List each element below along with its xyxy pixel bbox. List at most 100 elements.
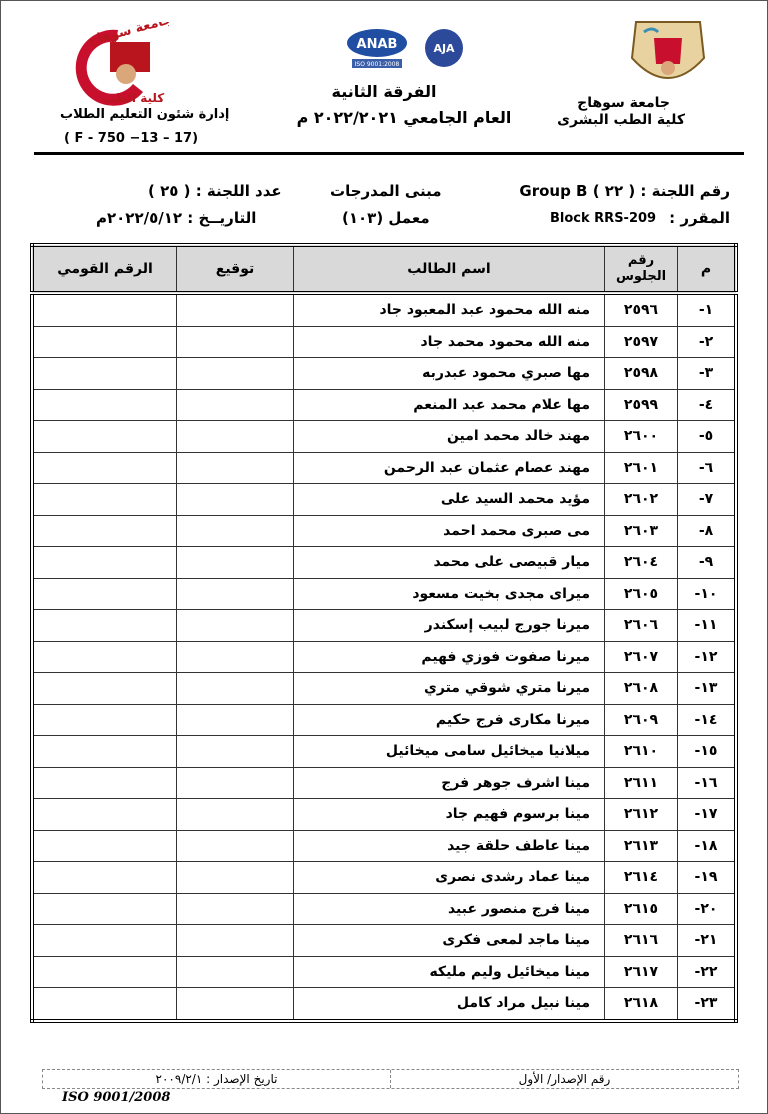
svg-text:كلية الطب: كلية الطب	[103, 91, 164, 105]
table-row: ١- ٢٥٩٦ منه الله محمود عبد المعبود جاد	[31, 292, 737, 327]
table-row: ٢- ٢٥٩٧ منه الله محمود محمد جاد	[31, 325, 737, 358]
row-index: ١٢-	[677, 640, 737, 673]
row-index: ٣-	[677, 357, 737, 390]
student-name: ميراى مجدى بخيت مسعود	[293, 577, 605, 610]
table-row: ٧- ٢٦٠٢ مؤيد محمد السيد على	[31, 483, 737, 516]
student-name: ميار قبيصى على محمد	[293, 546, 605, 579]
signature-cell	[176, 577, 294, 610]
committee-number: رقم اللجنة : ( ٢٢ ) Group B	[519, 182, 730, 200]
col-student-name: اسم الطالب	[293, 244, 605, 295]
national-id-cell	[31, 357, 177, 390]
seat-number: ٢٦٠٦	[604, 609, 678, 642]
table-row: ٢٢- ٢٦١٧ مينا ميخائيل وليم مليكه	[31, 955, 737, 988]
national-id-cell	[31, 420, 177, 453]
seat-number: ٢٦١٧	[604, 955, 678, 988]
seat-number: ٢٥٩٩	[604, 388, 678, 421]
student-name: ميرنا متري شوقي متري	[293, 672, 605, 705]
svg-text:ANAB: ANAB	[357, 37, 398, 52]
student-name: مها علام محمد عبد المنعم	[293, 388, 605, 421]
table-row: ١٥- ٢٦١٠ ميلانيا ميخائيل سامى ميخائيل	[31, 735, 737, 768]
signature-cell	[176, 892, 294, 925]
national-id-cell	[31, 924, 177, 957]
student-name: مينا عاطف حلقة جيد	[293, 829, 605, 862]
students-table: م رقم الجلوس اسم الطالب توقيع الرقم القو…	[30, 243, 738, 1023]
student-name: ميرنا صفوت فوزي فهيم	[293, 640, 605, 673]
iso-label: ISO 9001/2008	[62, 1090, 171, 1105]
table-row: ١١- ٢٦٠٦ ميرنا جورج لبيب إسكندر	[31, 609, 737, 642]
row-index: ٢٢-	[677, 955, 737, 988]
signature-cell	[176, 861, 294, 894]
table-row: ٣- ٢٥٩٨ مها صبري محمود عبدربه	[31, 357, 737, 390]
student-name: مينا اشرف جوهر فرج	[293, 766, 605, 799]
table-row: ٢٣- ٢٦١٨ مينا نبيل مراد كامل	[31, 987, 737, 1021]
row-index: ١-	[677, 292, 737, 327]
student-name: مينا ماجد لمعى فكرى	[293, 924, 605, 957]
student-name: مينا فرج منصور عبيد	[293, 892, 605, 925]
national-id-cell	[31, 861, 177, 894]
table-row: ١٨- ٢٦١٣ مينا عاطف حلقة جيد	[31, 829, 737, 862]
row-index: ٨-	[677, 514, 737, 547]
signature-cell	[176, 735, 294, 768]
student-name: ميرنا جورج لبيب إسكندر	[293, 609, 605, 642]
national-id-cell	[31, 735, 177, 768]
signature-cell	[176, 640, 294, 673]
student-name: مهند عصام عثمان عبد الرحمن	[293, 451, 605, 484]
university-name: جامعة سوهاج	[577, 95, 670, 111]
seat-number: ٢٦٠٨	[604, 672, 678, 705]
national-id-cell	[31, 955, 177, 988]
faculty-name: كلية الطب البشرى	[557, 112, 685, 128]
national-id-cell	[31, 483, 177, 516]
seat-number: ٢٥٩٦	[604, 292, 678, 327]
national-id-cell	[31, 451, 177, 484]
row-index: ٢٠-	[677, 892, 737, 925]
national-id-cell	[31, 292, 177, 327]
row-index: ٩-	[677, 546, 737, 579]
table-row: ١٠- ٢٦٠٥ ميراى مجدى بخيت مسعود	[31, 577, 737, 610]
seat-number: ٢٦٠٧	[604, 640, 678, 673]
national-id-cell	[31, 514, 177, 547]
issue-date: تاريخ الإصدار : ٢٠٠٩/٢/١	[43, 1070, 391, 1088]
course-code: Block RRS-209	[550, 211, 657, 226]
sohag-university-logo	[626, 18, 710, 90]
seat-number: ٢٦١٠	[604, 735, 678, 768]
level-title: الفرقة الثانية	[331, 82, 437, 101]
course-label: المقرر :	[669, 209, 730, 227]
seat-number: ٢٦٠٠	[604, 420, 678, 453]
header-divider	[34, 152, 744, 155]
signature-cell	[176, 672, 294, 705]
student-name: مؤيد محمد السيد على	[293, 483, 605, 516]
signature-cell	[176, 766, 294, 799]
signature-cell	[176, 325, 294, 358]
student-name: مينا برسوم فهيم جاد	[293, 798, 605, 831]
seat-number: ٢٦١٢	[604, 798, 678, 831]
signature-cell	[176, 357, 294, 390]
seat-number: ٢٦١٥	[604, 892, 678, 925]
col-signature: توقيع	[176, 244, 294, 295]
seat-number: ٢٦٠١	[604, 451, 678, 484]
signature-cell	[176, 955, 294, 988]
accreditation-logos: ANAB ISO 9001:2008 AJA	[347, 28, 477, 74]
table-row: ٩- ٢٦٠٤ ميار قبيصى على محمد	[31, 546, 737, 579]
signature-cell	[176, 546, 294, 579]
row-index: ٧-	[677, 483, 737, 516]
table-row: ١٦- ٢٦١١ مينا اشرف جوهر فرج	[31, 766, 737, 799]
row-index: ٢١-	[677, 924, 737, 957]
seat-number: ٢٥٩٧	[604, 325, 678, 358]
building: مبنى المدرجات	[330, 182, 442, 200]
national-id-cell	[31, 703, 177, 736]
student-name: منه الله محمود محمد جاد	[293, 325, 605, 358]
seat-number: ٢٦١٤	[604, 861, 678, 894]
col-national-id: الرقم القومي	[31, 244, 177, 295]
student-name: منه الله محمود عبد المعبود جاد	[293, 292, 605, 327]
signature-cell	[176, 483, 294, 516]
seat-number: ٢٦١٨	[604, 987, 678, 1021]
seat-number: ٢٦٠٥	[604, 577, 678, 610]
svg-text:AJA: AJA	[433, 42, 455, 55]
signature-cell	[176, 420, 294, 453]
national-id-cell	[31, 829, 177, 862]
col-index: م	[677, 244, 737, 295]
form-code: ( F - 750 −13 – 17)	[64, 131, 199, 146]
academic-year: العام الجامعي ٢٠٢٢/٢٠٢١ م	[296, 108, 512, 127]
row-index: ١٥-	[677, 735, 737, 768]
signature-cell	[176, 514, 294, 547]
